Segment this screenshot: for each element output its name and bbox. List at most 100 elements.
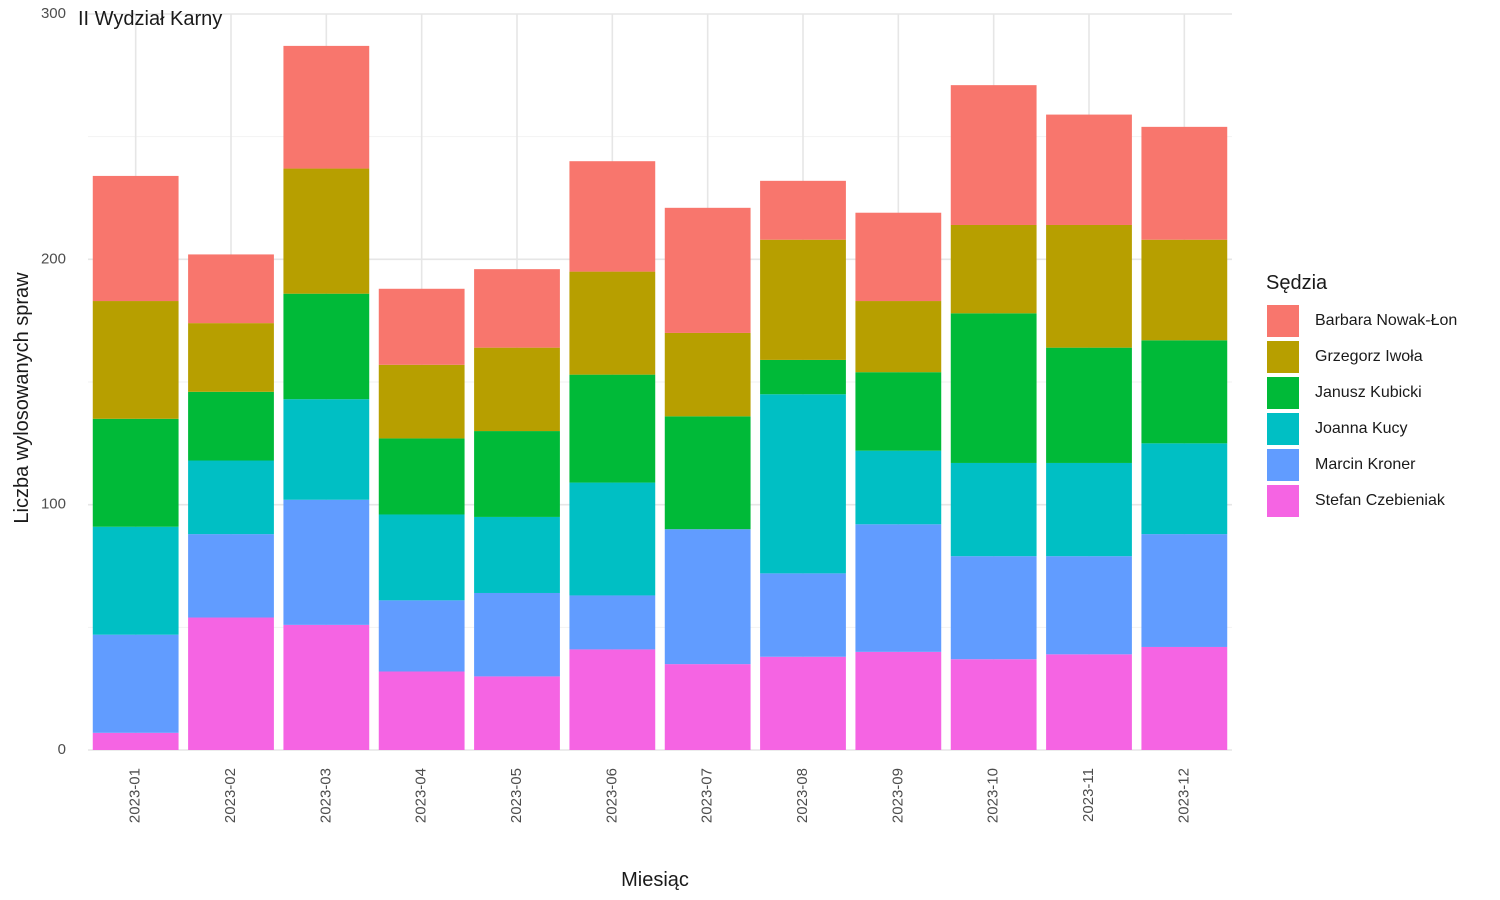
bar-segment (283, 293, 370, 400)
bar-segment (855, 372, 942, 451)
y-tick-label: 100 (41, 496, 66, 513)
bar-segment (569, 595, 656, 650)
legend-color-key (1266, 484, 1300, 518)
bar-segment (1141, 646, 1228, 750)
legend-item: Joanna Kucy (1266, 411, 1457, 447)
bar-segment (1046, 462, 1132, 557)
bar-segment (664, 207, 751, 333)
legend-item: Marcin Kroner (1266, 447, 1457, 483)
bar-segment (950, 659, 1037, 750)
bar-segment (950, 224, 1037, 314)
bar-segment (664, 416, 751, 530)
bar-segment (188, 460, 274, 535)
bar-segment (855, 212, 942, 302)
bar-segment (474, 431, 560, 517)
bar-segment (569, 161, 656, 272)
bar-segment (664, 664, 751, 750)
bar-segment (283, 499, 370, 625)
bar-segment (1046, 224, 1132, 348)
bar-segment (378, 671, 465, 750)
legend-color-key (1266, 448, 1300, 482)
bar-segment (283, 399, 370, 500)
x-tick-label: 2023-05 (508, 768, 525, 823)
bar-segment (188, 534, 274, 618)
bar-segment (1141, 340, 1228, 444)
bar-segment (283, 45, 370, 169)
x-tick-label: 2023-04 (413, 768, 430, 823)
bar-segment (92, 418, 179, 527)
bar-segment (855, 450, 942, 525)
bar-segment (474, 516, 560, 593)
x-tick-label: 2023-02 (222, 768, 239, 823)
legend-label: Janusz Kubicki (1315, 384, 1422, 401)
legend-title: Sędzia (1266, 272, 1328, 294)
x-tick-label: 2023-08 (794, 768, 811, 823)
bar-segment (283, 624, 370, 750)
bar-segment (92, 732, 179, 750)
bar-segment (950, 462, 1037, 557)
bar-segment (378, 364, 465, 439)
x-tick-label: 2023-01 (127, 768, 144, 823)
bars (92, 45, 1228, 750)
y-tick-label: 300 (41, 5, 66, 22)
bar-segment (188, 391, 274, 461)
legend-label: Stefan Czebieniak (1315, 492, 1445, 509)
x-tick-label: 2023-07 (699, 768, 716, 823)
legend-color-key (1266, 340, 1300, 374)
bar-segment (474, 347, 560, 432)
bar-segment (92, 301, 179, 419)
bar-segment (569, 482, 656, 596)
bar-segment (760, 180, 846, 240)
bar-segment (1046, 347, 1132, 463)
legend-label: Barbara Nowak-Łon (1315, 312, 1458, 329)
legend-item: Stefan Czebieniak (1266, 483, 1457, 519)
bar-segment (760, 573, 846, 657)
bar-segment (1141, 239, 1228, 341)
legend-label: Marcin Kroner (1315, 456, 1416, 473)
x-tick-label: 2023-06 (603, 768, 620, 823)
y-tick-labels: 0 100 200 300 (41, 5, 66, 758)
bar-segment (474, 676, 560, 750)
bar-segment (1141, 534, 1228, 647)
bar-segment (664, 529, 751, 665)
bar-segment (378, 600, 465, 672)
legend-item: Grzegorz Iwoła (1266, 339, 1457, 375)
bar-segment (855, 651, 942, 750)
bar-segment (474, 592, 560, 677)
bar-segment (378, 514, 465, 601)
bar-segment (950, 85, 1037, 225)
x-axis-title: Miesiąc (621, 869, 689, 891)
y-tick-label: 0 (58, 741, 66, 758)
x-tick-label: 2023-03 (317, 768, 334, 823)
bar-segment (569, 374, 656, 483)
x-tick-label: 2023-12 (1175, 768, 1192, 823)
bar-segment (760, 359, 846, 395)
legend: Sędzia Barbara Nowak-Łon Grzegorz Iwoła Ja… (1266, 272, 1457, 519)
legend-color-key (1266, 304, 1300, 338)
bar-segment (378, 438, 465, 515)
chart-title: II Wydział Karny (78, 8, 223, 30)
bar-segment (1046, 556, 1132, 655)
legend-label: Joanna Kucy (1315, 420, 1408, 437)
bar-segment (1046, 654, 1132, 750)
y-tick-label: 200 (41, 250, 66, 267)
bar-segment (474, 269, 560, 348)
bar-segment (950, 313, 1037, 463)
bar-segment (664, 332, 751, 417)
bar-segment (569, 649, 656, 750)
bar-segment (92, 526, 179, 635)
x-tick-label: 2023-09 (889, 768, 906, 823)
y-axis-title: Liczba wylosowanych spraw (11, 272, 33, 524)
bar-segment (855, 301, 942, 373)
legend-color-key (1266, 412, 1300, 446)
bar-segment (1046, 114, 1132, 225)
bar-segment (92, 175, 179, 302)
x-tick-labels: 2023-01 2023-02 2023-03 2023-04 2023-05 2023-… (127, 768, 1193, 823)
bar-segment (569, 271, 656, 375)
bar-segment (1141, 126, 1228, 240)
bar-segment (378, 288, 465, 365)
bar-segment (855, 524, 942, 652)
bar-segment (950, 556, 1037, 660)
bar-segment (92, 634, 179, 733)
